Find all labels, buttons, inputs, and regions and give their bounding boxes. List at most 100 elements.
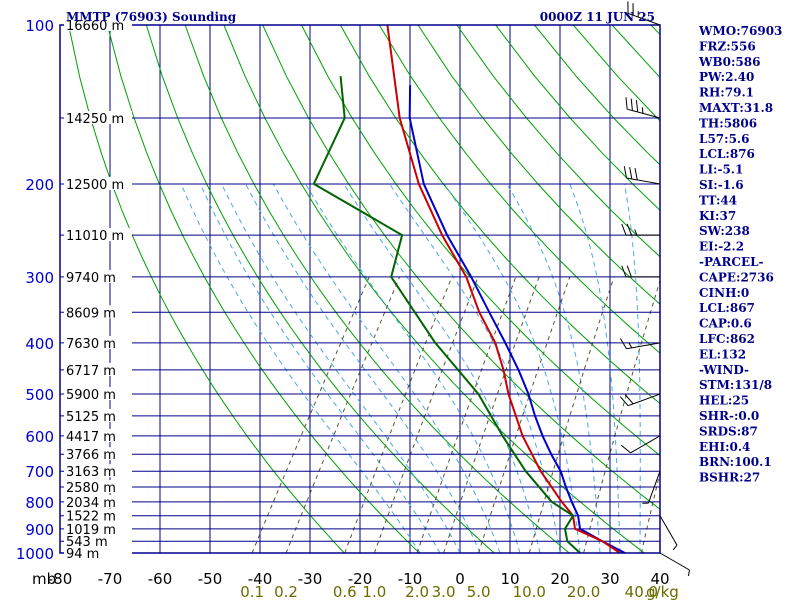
index-label: KI:37 — [699, 209, 736, 223]
wind-barb-staff — [630, 435, 661, 454]
height-label-background — [64, 464, 132, 478]
mixing-ratio-unit-label: g/kg — [646, 583, 679, 600]
wind-barb-flag — [626, 223, 632, 236]
pressure-tick-label: 100 — [25, 17, 54, 35]
temperature-tick-label: -20 — [348, 570, 373, 588]
height-label-background — [64, 305, 132, 319]
height-label-background — [64, 428, 132, 442]
index-label: WMO:76903 — [698, 24, 782, 38]
mixing-ratio-tick-label: 20.0 — [567, 583, 600, 600]
height-label: 6717 m — [66, 364, 116, 379]
temperature-tick-label: 20 — [550, 570, 569, 588]
pressure-tick-label: 800 — [25, 494, 54, 512]
profile-line — [386, 25, 621, 553]
temperature-tick-label: 10 — [500, 570, 519, 588]
wind-barb-flag — [620, 444, 631, 454]
index-label: PW:2.40 — [699, 70, 754, 84]
index-label: EL:132 — [699, 347, 746, 361]
temperature-tick-label: -40 — [248, 570, 273, 588]
pressure-unit-label: mb — [32, 570, 56, 588]
wind-barb-staff — [659, 515, 678, 546]
height-label: 2034 m — [66, 496, 116, 511]
wind-barb-staff — [626, 177, 661, 185]
wind-barb-flag — [628, 342, 633, 349]
height-label-background — [64, 534, 132, 548]
index-label: LFC:862 — [699, 332, 755, 346]
temperature-tick-label: -10 — [398, 570, 423, 588]
index-label: -WIND- — [699, 363, 749, 377]
index-label: HEL:25 — [699, 394, 749, 408]
height-label-background — [64, 18, 132, 31]
index-label: SRDS:87 — [699, 424, 758, 438]
mixing-ratio-tick-label: 40.0 — [625, 583, 658, 600]
height-label: 1522 m — [66, 510, 116, 525]
index-label: LCL:867 — [699, 301, 755, 315]
wind-barb-flag — [641, 107, 644, 114]
index-label: RH:79.1 — [699, 86, 754, 100]
chart-timestamp: 0000Z 11 JUN 25 — [540, 10, 655, 24]
pressure-tick-label: 1000 — [16, 545, 54, 563]
profile-line — [312, 76, 581, 553]
profile-line — [408, 85, 626, 553]
height-label: 8609 m — [66, 306, 116, 321]
index-label: CAPE:2736 — [699, 270, 774, 284]
height-label: 5900 m — [66, 388, 116, 403]
height-label-background — [64, 480, 132, 494]
pressure-tick-label: 300 — [25, 269, 54, 287]
index-label: TT:44 — [699, 193, 737, 207]
height-label-background — [64, 408, 132, 422]
wind-barb-flag — [623, 166, 628, 179]
height-label: 4417 m — [66, 430, 116, 445]
height-label: 1019 m — [66, 523, 116, 538]
index-label: SHR-:0.0 — [699, 409, 759, 423]
index-label: STM:131/8 — [699, 378, 772, 392]
height-label-background — [64, 546, 132, 559]
grid-lines — [60, 25, 660, 553]
wind-barb-staff — [659, 552, 690, 571]
mixing-ratio-tick-label: 2.0 — [405, 583, 429, 600]
index-label: WB0:586 — [698, 55, 760, 69]
height-label-background — [64, 521, 132, 535]
mixing-ratio-tick-label: 1.0 — [362, 583, 386, 600]
height-label: 2580 m — [66, 481, 116, 496]
mixing-ratio-tick-label: 0.1 — [240, 583, 264, 600]
chart-title: MMTP (76903) Sounding — [66, 10, 237, 24]
height-label-background — [64, 494, 132, 508]
index-label: FRZ:556 — [699, 39, 756, 53]
wind-barb-staff — [647, 471, 661, 504]
index-label: LI:-5.1 — [699, 163, 743, 177]
height-label-background — [64, 447, 132, 461]
temperature-tick-label: -80 — [48, 570, 73, 588]
wind-barb-flag — [626, 265, 632, 278]
wind-barb-flag — [687, 569, 690, 577]
wind-barb-flag — [621, 223, 627, 236]
height-label: 3766 m — [66, 448, 116, 463]
wind-barb-flag — [624, 394, 634, 405]
height-label: 5125 m — [66, 410, 116, 425]
height-label-background — [64, 176, 132, 190]
height-label-background — [64, 508, 132, 522]
height-label-background — [64, 110, 132, 124]
index-label: SW:238 — [699, 224, 750, 238]
wind-barb-staff — [627, 12, 661, 26]
mixing-ratio-tick-label: 0.2 — [274, 583, 298, 600]
height-label: 12500 m — [66, 178, 124, 193]
height-label-background — [64, 269, 132, 283]
wind-barb-flag — [619, 396, 629, 407]
temperature-tick-label: 0 — [455, 570, 465, 588]
pressure-tick-label: 900 — [25, 521, 54, 539]
temperature-tick-label: -30 — [298, 570, 323, 588]
mixing-ratio-line — [583, 279, 660, 553]
wind-barb-flag — [621, 265, 627, 278]
pressure-tick-label: 200 — [25, 176, 54, 194]
height-label-background — [64, 362, 132, 376]
height-label: 94 m — [66, 547, 99, 562]
index-label: -PARCEL- — [699, 255, 764, 269]
index-label: EHI:0.4 — [699, 440, 750, 454]
index-label: CINH:0 — [699, 286, 749, 300]
wind-barb-flag — [634, 168, 638, 181]
wind-barb-flag — [634, 229, 638, 236]
